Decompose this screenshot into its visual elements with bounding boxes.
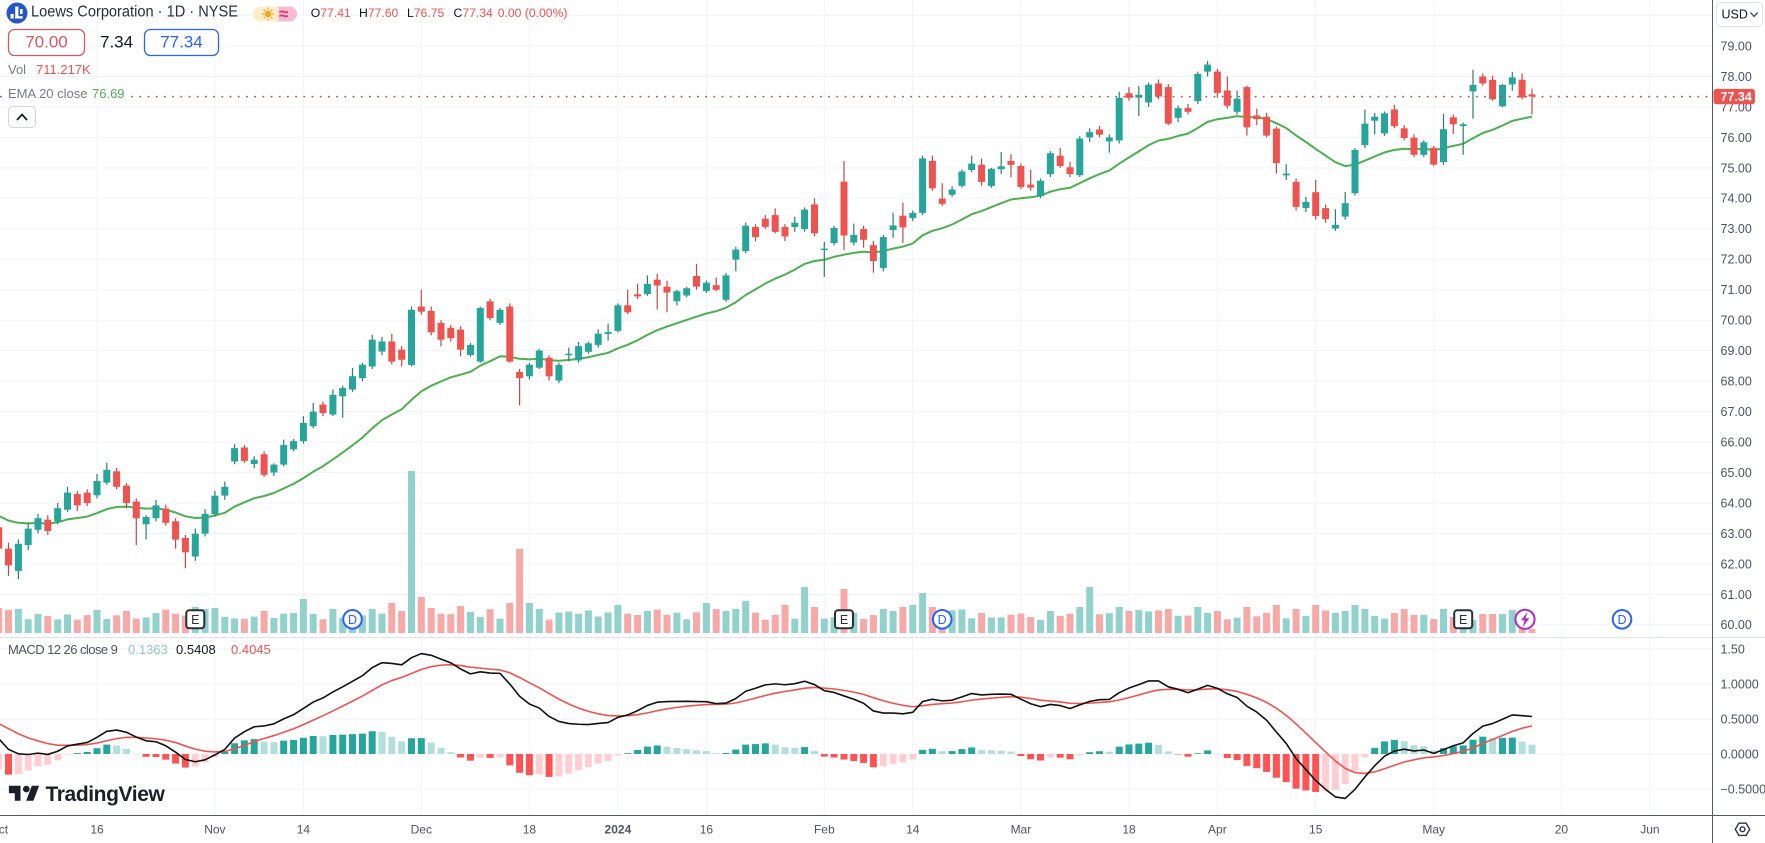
svg-text:Jun: Jun	[1640, 823, 1659, 837]
svg-text:1.0000: 1.0000	[1721, 677, 1759, 691]
svg-text:15: 15	[1309, 823, 1323, 837]
svg-text:E: E	[840, 613, 848, 627]
svg-text:D: D	[348, 613, 357, 627]
svg-text:0.1363: 0.1363	[128, 642, 168, 657]
svg-text:EMA 20 close: EMA 20 close	[8, 86, 88, 101]
svg-text:66.00: 66.00	[1721, 435, 1752, 449]
svg-text:20: 20	[1555, 823, 1569, 837]
svg-text:60.00: 60.00	[1721, 618, 1752, 632]
svg-text:Vol: Vol	[8, 62, 26, 77]
svg-text:Apr: Apr	[1208, 823, 1227, 837]
svg-text:68.00: 68.00	[1721, 375, 1752, 389]
svg-text:USD: USD	[1722, 8, 1748, 22]
svg-text:69.00: 69.00	[1721, 344, 1752, 358]
svg-text:14: 14	[297, 823, 311, 837]
svg-text:0.4045: 0.4045	[231, 642, 271, 657]
svg-text:711.217K: 711.217K	[36, 62, 91, 77]
svg-text:75.00: 75.00	[1721, 161, 1752, 175]
svg-text:70.00: 70.00	[25, 33, 68, 52]
svg-text:2024: 2024	[605, 823, 632, 837]
svg-text:72.00: 72.00	[1721, 253, 1752, 267]
svg-text:76.00: 76.00	[1721, 131, 1752, 145]
svg-text:L76.75: L76.75	[407, 6, 445, 20]
svg-text:H77.60: H77.60	[359, 6, 399, 20]
svg-text:76.69: 76.69	[92, 86, 125, 101]
svg-text:73.00: 73.00	[1721, 222, 1752, 236]
svg-text:74.00: 74.00	[1721, 192, 1752, 206]
svg-text:16: 16	[700, 823, 714, 837]
svg-text:TradingView: TradingView	[46, 783, 166, 806]
svg-text:77.34: 77.34	[1721, 90, 1752, 104]
svg-text:63.00: 63.00	[1721, 527, 1752, 541]
svg-text:O77.41: O77.41	[311, 6, 351, 20]
svg-text:18: 18	[523, 823, 537, 837]
svg-text:71.00: 71.00	[1721, 283, 1752, 297]
svg-text:79.00: 79.00	[1721, 39, 1752, 53]
svg-text:1.50: 1.50	[1721, 642, 1745, 656]
svg-text:0.00 (0.00%): 0.00 (0.00%)	[498, 6, 568, 20]
svg-text:16: 16	[90, 823, 104, 837]
svg-text:0.5408: 0.5408	[176, 642, 216, 657]
svg-text:65.00: 65.00	[1721, 466, 1752, 480]
svg-text:E: E	[191, 613, 199, 627]
svg-text:0.5000: 0.5000	[1721, 712, 1759, 726]
svg-text:7.34: 7.34	[100, 33, 133, 52]
svg-text:D: D	[1617, 613, 1626, 627]
svg-text:Feb: Feb	[814, 823, 835, 837]
svg-text:62.00: 62.00	[1721, 557, 1752, 571]
svg-text:≈: ≈	[279, 5, 288, 24]
svg-text:0.0000: 0.0000	[1721, 747, 1759, 761]
svg-text:E: E	[1459, 613, 1467, 627]
svg-text:Dec: Dec	[411, 823, 432, 837]
svg-text:Nov: Nov	[204, 823, 225, 837]
svg-text:Mar: Mar	[1011, 823, 1032, 837]
svg-text:70.00: 70.00	[1721, 314, 1752, 328]
svg-text:Loews Corporation · 1D · NYSE: Loews Corporation · 1D · NYSE	[31, 4, 238, 21]
svg-text:−0.5000: −0.5000	[1721, 782, 1765, 796]
svg-text:61.00: 61.00	[1721, 588, 1752, 602]
svg-text:64.00: 64.00	[1721, 496, 1752, 510]
svg-text:C77.34: C77.34	[454, 6, 494, 20]
svg-text:77.34: 77.34	[160, 33, 203, 52]
svg-text:18: 18	[1122, 823, 1136, 837]
svg-text:MACD 12 26 close 9: MACD 12 26 close 9	[8, 642, 118, 657]
svg-text:D: D	[938, 613, 947, 627]
svg-text:May: May	[1422, 823, 1445, 837]
svg-text:78.00: 78.00	[1721, 70, 1752, 84]
svg-text:67.00: 67.00	[1721, 405, 1752, 419]
svg-text:Oct: Oct	[0, 823, 9, 837]
svg-text:14: 14	[906, 823, 920, 837]
